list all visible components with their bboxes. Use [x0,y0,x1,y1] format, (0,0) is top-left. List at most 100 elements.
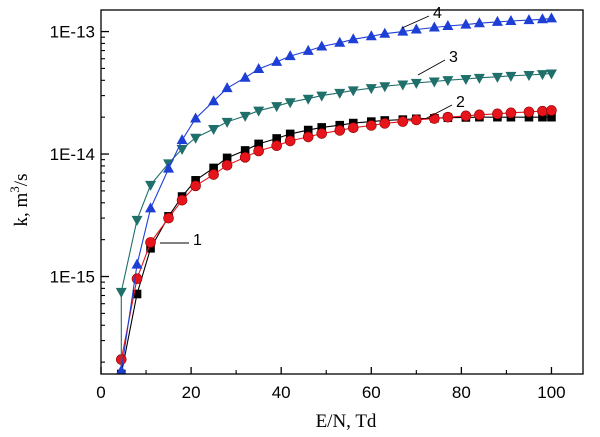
data-point [545,69,557,80]
data-point [523,14,535,25]
data-point [131,273,143,284]
data-point [145,202,157,213]
data-point [131,258,143,269]
data-point [397,116,409,127]
data-point [316,40,328,51]
data-point [365,84,377,95]
data-point [221,117,233,128]
data-point [536,70,548,81]
data-point [176,134,188,145]
data-point [190,180,201,192]
data-point [546,105,557,116]
data-point [334,88,346,99]
data-point [491,72,503,83]
data-point [428,77,440,88]
data-point [442,111,454,123]
data-point [132,289,142,299]
series-3 [115,69,557,374]
data-point [271,102,283,113]
data-point [145,237,156,248]
data-point [145,180,157,191]
data-point [379,27,391,38]
curve-label-2: 2 [456,94,465,111]
data-point [347,33,359,44]
series-line [120,109,552,374]
data-point [379,82,391,93]
data-point [460,74,472,85]
data-point [316,91,328,102]
x-tick-label: 0 [96,383,105,402]
y-tick-label: 1E-13 [50,23,95,42]
data-point [303,125,313,135]
data-point [271,55,283,66]
data-point [240,146,250,155]
data-point [208,95,220,106]
curve-leader-2 [424,104,453,120]
data-point [284,98,296,109]
data-point [209,163,218,173]
data-point [285,129,295,139]
data-point [429,113,440,124]
data-point [163,162,175,173]
curve-leader-3 [417,59,446,76]
data-point [271,140,282,151]
x-tick-label: 60 [362,383,381,402]
y-axis-title: k, m3/s [7,174,32,227]
data-point [442,20,454,31]
data-point [116,364,127,374]
data-point [253,145,264,157]
data-point [538,112,547,122]
data-point [334,36,346,47]
data-point [302,131,314,143]
data-point [397,80,409,91]
x-tick-label: 40 [272,383,291,402]
data-point [460,110,472,122]
series-line [120,17,552,374]
data-point [473,17,485,28]
data-point [410,78,422,89]
data-point [505,71,517,82]
data-point [523,106,535,118]
data-point [284,135,296,147]
data-point [176,144,188,155]
data-point [365,30,377,41]
data-point [473,73,485,84]
axes: 0 20 40 60 80 100 1E-15 1E-14 1E-13 1 2 3 4 [50,5,584,402]
data-point [379,118,391,129]
data-point [505,14,517,25]
data-point [221,82,233,93]
data-point [347,86,359,97]
plot-content [115,12,557,374]
data-point [131,215,143,226]
curve-leader-4 [401,15,430,29]
data-point [190,112,202,123]
data-point [524,112,534,122]
curve-label-4: 4 [433,5,442,22]
data-point [239,71,251,82]
data-point [239,152,251,163]
data-point [163,212,174,224]
data-point [222,153,232,163]
data-point [115,287,127,298]
series-4 [116,12,557,374]
data-point [547,112,556,122]
data-point [442,76,454,87]
data-point [334,125,346,136]
series-1 [116,112,556,374]
x-tick-label: 20 [182,383,201,402]
data-point [410,23,422,34]
data-point [272,134,281,143]
data-point [191,176,200,185]
curve-label-1: 1 [193,232,202,249]
data-point [317,123,327,132]
x-tick-label: 100 [537,383,565,402]
data-point [397,25,409,36]
x-tick-label: 80 [452,383,471,402]
series-2 [115,105,557,374]
data-point [302,94,314,105]
data-point [365,120,377,131]
plot-area [115,12,557,374]
data-point [491,15,503,26]
data-point [428,21,440,32]
